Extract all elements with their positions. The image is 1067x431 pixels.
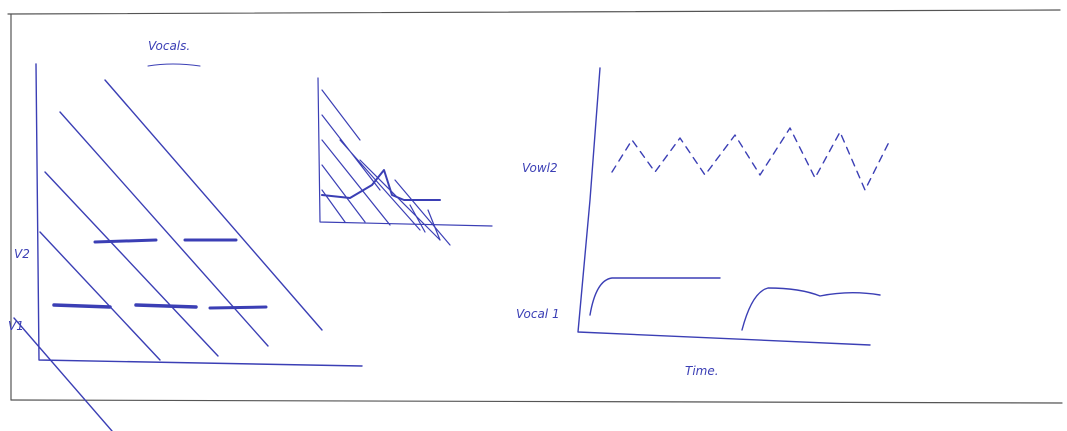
x-label: Time. [685, 364, 719, 378]
upper-label: Vowl2 [522, 161, 558, 175]
title-underline [147, 63, 201, 67]
title: Vocals. [148, 39, 190, 53]
right-panel [577, 67, 891, 346]
left-panel [13, 63, 363, 431]
left-label: V1 [8, 319, 24, 333]
frame [7, 9, 1063, 404]
middle-panel [317, 77, 493, 246]
lower-label: Vocal 1 [516, 307, 560, 321]
left-label: V2 [14, 247, 30, 261]
